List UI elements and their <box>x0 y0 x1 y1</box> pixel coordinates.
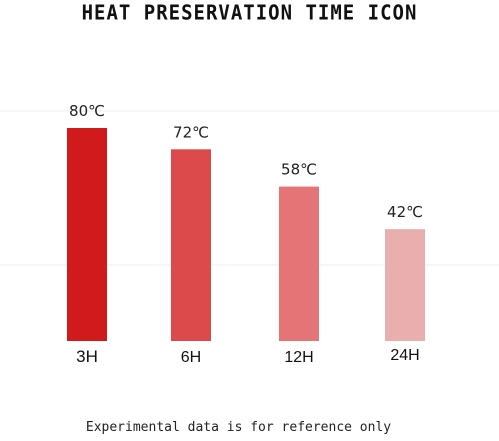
bars-group <box>67 128 425 341</box>
bar-6h <box>171 149 211 341</box>
bar-12h <box>279 186 319 341</box>
x-tick-label-24h: 24H <box>390 347 419 364</box>
value-label-6h: 72℃ <box>173 123 209 141</box>
footnote: Experimental data is for reference only <box>85 420 392 435</box>
chart-title: HEAT PRESERVATION TIME ICON <box>81 1 418 25</box>
bar-3h <box>67 128 107 341</box>
x-tick-label-12h: 12H <box>284 349 313 366</box>
value-label-12h: 58℃ <box>281 161 317 179</box>
x-tick-label-6h: 6H <box>181 349 201 366</box>
value-label-24h: 42℃ <box>387 203 423 221</box>
value-label-3h: 80℃ <box>69 102 105 120</box>
x-labels-group: 3H 6H 12H 24H <box>76 347 420 366</box>
x-tick-label-3h: 3H <box>76 347 98 366</box>
value-labels-group: 80℃ 72℃ 58℃ 42℃ <box>69 102 423 221</box>
bar-24h <box>385 229 425 341</box>
